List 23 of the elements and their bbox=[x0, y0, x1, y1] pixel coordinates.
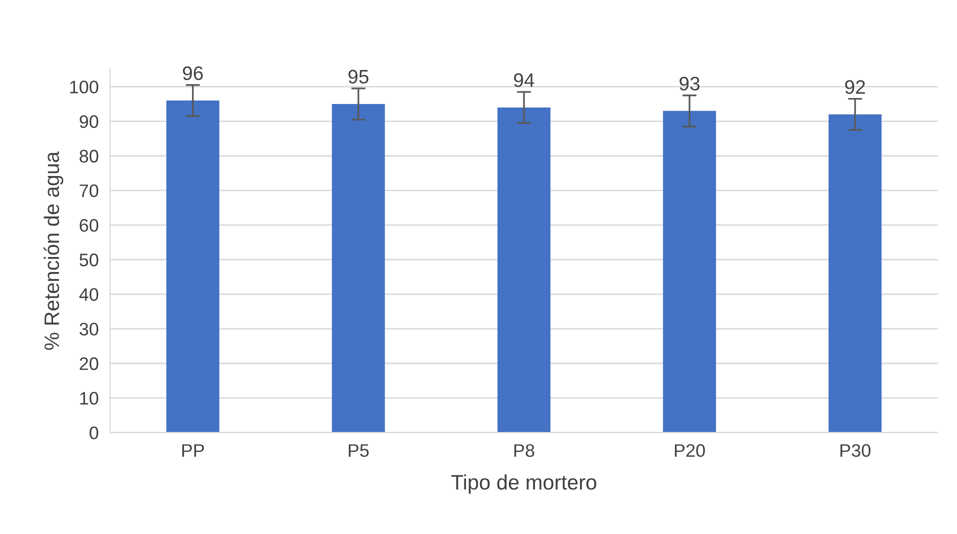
y-tick-label: 0 bbox=[90, 426, 98, 440]
y-tick-label: 20 bbox=[80, 357, 98, 370]
y-tick-label: 50 bbox=[80, 254, 98, 266]
data-label: 93 bbox=[680, 76, 700, 90]
y-axis-title: % Retención de agua bbox=[44, 151, 64, 350]
y-tick-label: 70 bbox=[80, 184, 98, 198]
y-tick-label: 60 bbox=[80, 218, 98, 232]
y-tick-label: 80 bbox=[80, 150, 98, 163]
x-tick-label: P8 bbox=[514, 444, 534, 457]
x-tick-label: P5 bbox=[348, 444, 369, 457]
x-axis-title: Tipo de mortero bbox=[451, 474, 596, 494]
y-tick-label: 100 bbox=[70, 80, 98, 94]
y-tick-label: 30 bbox=[80, 322, 98, 336]
y-tick-label: 90 bbox=[80, 115, 98, 128]
x-tick-label: P30 bbox=[840, 444, 870, 457]
y-tick-label: 10 bbox=[80, 392, 98, 405]
x-tick-label: PP bbox=[182, 444, 204, 457]
data-label: 96 bbox=[182, 66, 203, 80]
x-tick-label: P20 bbox=[674, 444, 705, 457]
y-tick-label: 40 bbox=[79, 288, 98, 301]
data-label: 94 bbox=[514, 73, 534, 88]
data-label: 95 bbox=[348, 70, 368, 84]
data-label: 92 bbox=[845, 80, 865, 94]
